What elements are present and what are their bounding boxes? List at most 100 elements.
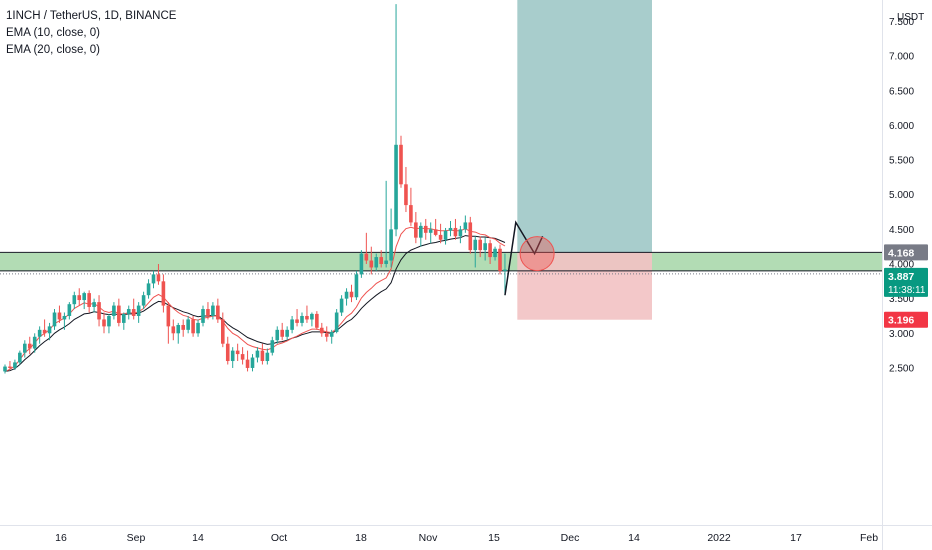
y-tick-label: 6.500: [889, 86, 914, 97]
ema10-legend[interactable]: EMA (10, close, 0): [6, 27, 100, 39]
y-axis: USDT 2.500 3.000 3.500 4.000 4.500 5.000 5.500 6…: [889, 12, 924, 374]
svg-text:3.196: 3.196: [888, 315, 914, 327]
candle: [389, 208, 393, 268]
candle: [122, 312, 126, 330]
x-tick-label: 16: [55, 532, 67, 544]
annotations: [504, 220, 555, 296]
candle: [171, 319, 176, 341]
svg-text:11:38:11: 11:38:11: [888, 285, 926, 296]
y-tick-label: 3.500: [889, 294, 914, 305]
candle: [126, 305, 131, 320]
projection-path[interactable]: [504, 220, 544, 296]
candle: [493, 246, 497, 261]
candle: [354, 270, 359, 301]
x-tick-label: 18: [355, 532, 367, 544]
x-tick-label: Dec: [561, 532, 580, 544]
x-tick-label: Nov: [419, 532, 438, 544]
candle: [364, 232, 369, 264]
candle: [37, 326, 42, 344]
candle: [498, 244, 502, 275]
candle: [503, 253, 507, 296]
support-zone: [0, 252, 882, 271]
candle: [310, 312, 314, 327]
candle: [394, 4, 398, 237]
candle: [92, 298, 96, 313]
candle: [275, 326, 280, 344]
x-tick-label: 15: [488, 532, 500, 544]
candle: [488, 239, 492, 264]
candle: [107, 313, 111, 334]
y-tick-label: 5.000: [889, 190, 914, 201]
candle: [27, 336, 32, 355]
y-tick-label: 6.000: [889, 121, 914, 132]
candle: [221, 312, 225, 348]
position-zones: [0, 0, 882, 320]
candle: [230, 347, 235, 368]
candle: [478, 236, 482, 258]
candle: [280, 322, 284, 341]
y-tick-label: 5.500: [889, 156, 914, 167]
target-zone[interactable]: [517, 0, 652, 253]
candle: [97, 295, 101, 327]
candle: [334, 309, 339, 334]
candle: [240, 347, 245, 365]
candle: [404, 166, 408, 213]
y-tick-label: 4.000: [889, 260, 914, 271]
ema20-legend[interactable]: EMA (20, close, 0): [6, 44, 100, 56]
candle: [419, 222, 423, 247]
candle: [8, 361, 12, 370]
candle: [225, 336, 230, 365]
candle: [285, 326, 289, 341]
ema20-line: [4, 235, 506, 372]
candle: [82, 291, 86, 310]
candle: [18, 350, 22, 365]
candle: [52, 309, 57, 330]
x-tick-label: 14: [192, 532, 204, 544]
candle: [176, 322, 181, 344]
candle: [433, 218, 438, 237]
candle: [305, 305, 309, 323]
candle: [290, 315, 294, 334]
candle: [473, 236, 478, 268]
candle: [448, 221, 453, 237]
candle: [216, 298, 220, 323]
candle: [245, 350, 250, 372]
candle: [414, 212, 418, 244]
candle: [47, 322, 52, 341]
entry-circle[interactable]: [519, 236, 555, 272]
candle: [359, 250, 364, 278]
candle: [131, 298, 136, 320]
candle: [201, 305, 205, 327]
candle: [369, 246, 374, 275]
x-tick-label: Oct: [271, 532, 287, 544]
price-label-entry[interactable]: 4.168: [884, 244, 928, 261]
candle: [72, 291, 77, 310]
ema20-layer: [4, 235, 506, 372]
candle: [300, 312, 304, 327]
candle: [315, 311, 319, 330]
candle: [102, 312, 106, 334]
candle: [453, 218, 458, 240]
candle: [196, 319, 200, 337]
candle: [23, 340, 27, 358]
price-label-last[interactable]: 3.887 11:38:11: [884, 267, 928, 297]
candle: [42, 319, 47, 337]
candle: [409, 187, 413, 226]
candle: [112, 302, 116, 320]
symbol-title[interactable]: 1INCH / TetherUS, 1D, BINANCE: [6, 10, 177, 22]
stop-zone[interactable]: [517, 252, 652, 320]
candle: [156, 264, 161, 285]
price-label-stop[interactable]: 3.196: [884, 311, 928, 328]
candle: [146, 279, 151, 299]
x-tick-label: 17: [790, 532, 802, 544]
candle: [384, 180, 388, 268]
y-axis-currency: USDT: [897, 12, 924, 23]
candle: [443, 227, 448, 245]
level-lines: [0, 251, 882, 275]
candle: [87, 290, 91, 313]
candles-layer: [3, 4, 507, 374]
candle: [67, 302, 72, 320]
